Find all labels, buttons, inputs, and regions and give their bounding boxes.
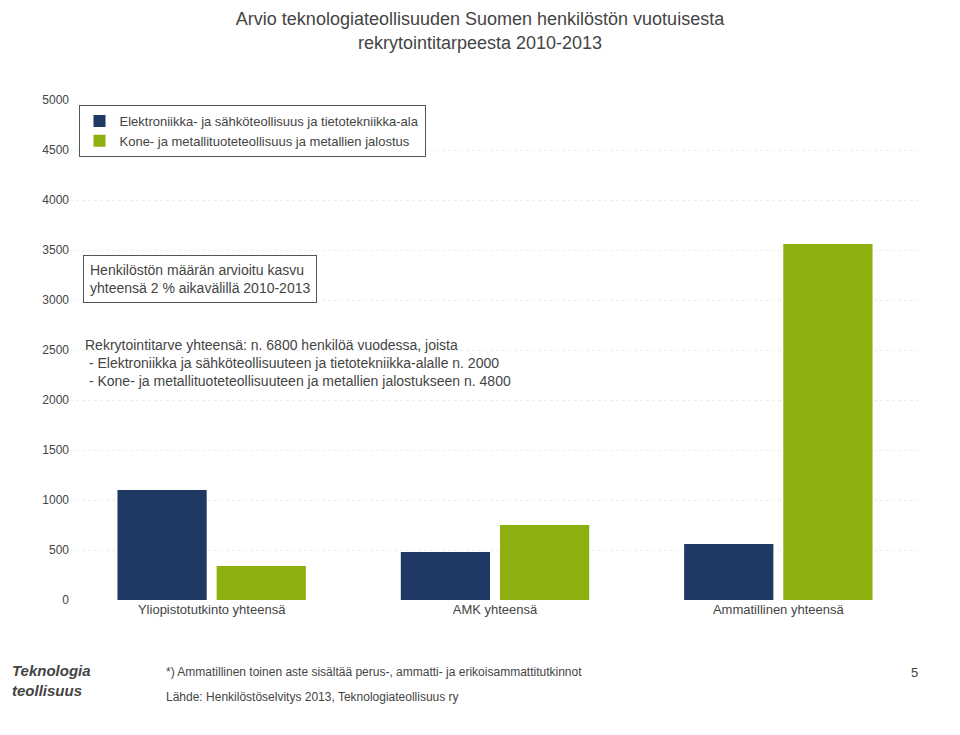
svg-text:5: 5 — [911, 665, 918, 680]
svg-text:*) Ammatillinen toinen aste si: *) Ammatillinen toinen aste sisältää per… — [166, 665, 582, 679]
svg-text:4500: 4500 — [42, 143, 69, 157]
svg-text:5000: 5000 — [42, 93, 69, 107]
svg-text:3500: 3500 — [42, 243, 69, 257]
svg-text:1000: 1000 — [42, 493, 69, 507]
svg-text:Kone- ja metallituoteteollisuu: Kone- ja metallituoteteollisuus ja metal… — [120, 134, 410, 149]
svg-text:Ammatillinen yhteensä: Ammatillinen yhteensä — [713, 602, 845, 617]
svg-text:2500: 2500 — [42, 343, 69, 357]
svg-text:2000: 2000 — [42, 393, 69, 407]
svg-text:3000: 3000 — [42, 293, 69, 307]
svg-text:Teknologiateollisuus: Teknologiateollisuus — [12, 662, 91, 699]
svg-text:Henkilöstön määrän arvioitu ka: Henkilöstön määrän arvioitu kasvuyhteens… — [90, 262, 310, 296]
svg-text:Rekrytointitarve yhteensä: n.: Rekrytointitarve yhteensä: n. 6800 henki… — [85, 337, 511, 389]
svg-text:AMK yhteensä: AMK yhteensä — [453, 602, 538, 617]
svg-text:Yliopistotutkinto yhteensä: Yliopistotutkinto yhteensä — [138, 602, 286, 617]
svg-text:Arvio teknologiateollisuuden S: Arvio teknologiateollisuuden Suomen henk… — [236, 9, 725, 52]
svg-text:4000: 4000 — [42, 193, 69, 207]
svg-text:500: 500 — [49, 543, 69, 557]
svg-text:1500: 1500 — [42, 443, 69, 457]
svg-text:0: 0 — [62, 593, 69, 607]
svg-text:Lähde: Henkilöstöselvitys 2013: Lähde: Henkilöstöselvitys 2013, Teknolog… — [166, 690, 459, 704]
svg-text:Elektroniikka- ja sähköteollis: Elektroniikka- ja sähköteollisuus ja tie… — [120, 114, 419, 129]
